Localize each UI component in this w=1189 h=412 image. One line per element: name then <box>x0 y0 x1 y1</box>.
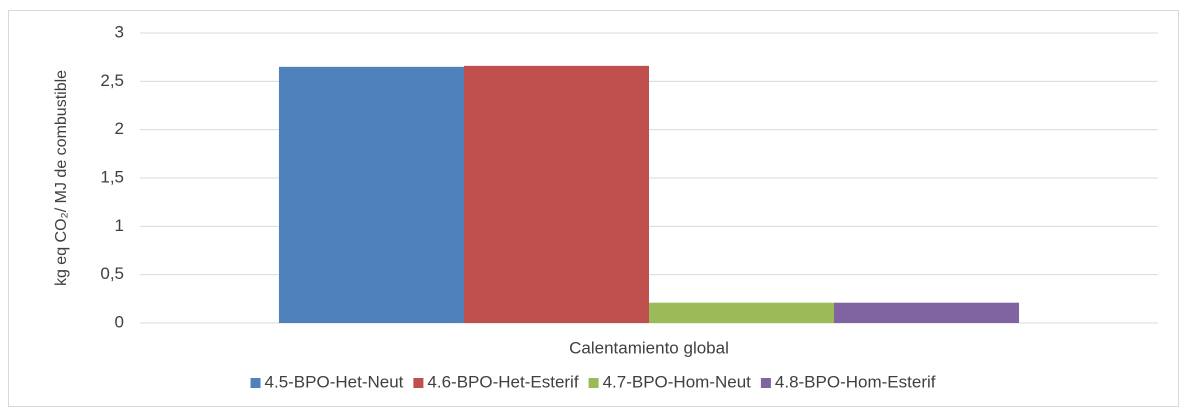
bar <box>834 302 1020 323</box>
y-tick-label: 3 <box>115 22 124 41</box>
legend-swatch <box>588 378 599 388</box>
legend-swatch <box>760 378 771 388</box>
x-tick-label: Calentamiento global <box>569 338 729 357</box>
legend-label: 4.5-BPO-Het-Neut <box>265 372 404 391</box>
bar <box>649 302 835 323</box>
bar <box>278 66 464 323</box>
legend-label: 4.8-BPO-Hom-Esterif <box>775 372 936 391</box>
legend-swatch <box>413 378 424 388</box>
y-tick-label: 1,5 <box>100 167 124 186</box>
legend-label: 4.7-BPO-Hom-Neut <box>603 372 752 391</box>
y-axis-label: kg eq CO₂/ MJ de combustible <box>53 70 70 286</box>
legend-label: 4.6-BPO-Het-Esterif <box>427 372 578 391</box>
y-tick-label: 2,5 <box>100 71 124 90</box>
legend-swatch <box>250 378 261 388</box>
bar <box>463 65 649 323</box>
y-tick-label: 0 <box>115 312 124 331</box>
y-tick-label: 2 <box>115 119 124 138</box>
y-tick-label: 1 <box>115 216 124 235</box>
y-tick-label: 0,5 <box>100 264 124 283</box>
